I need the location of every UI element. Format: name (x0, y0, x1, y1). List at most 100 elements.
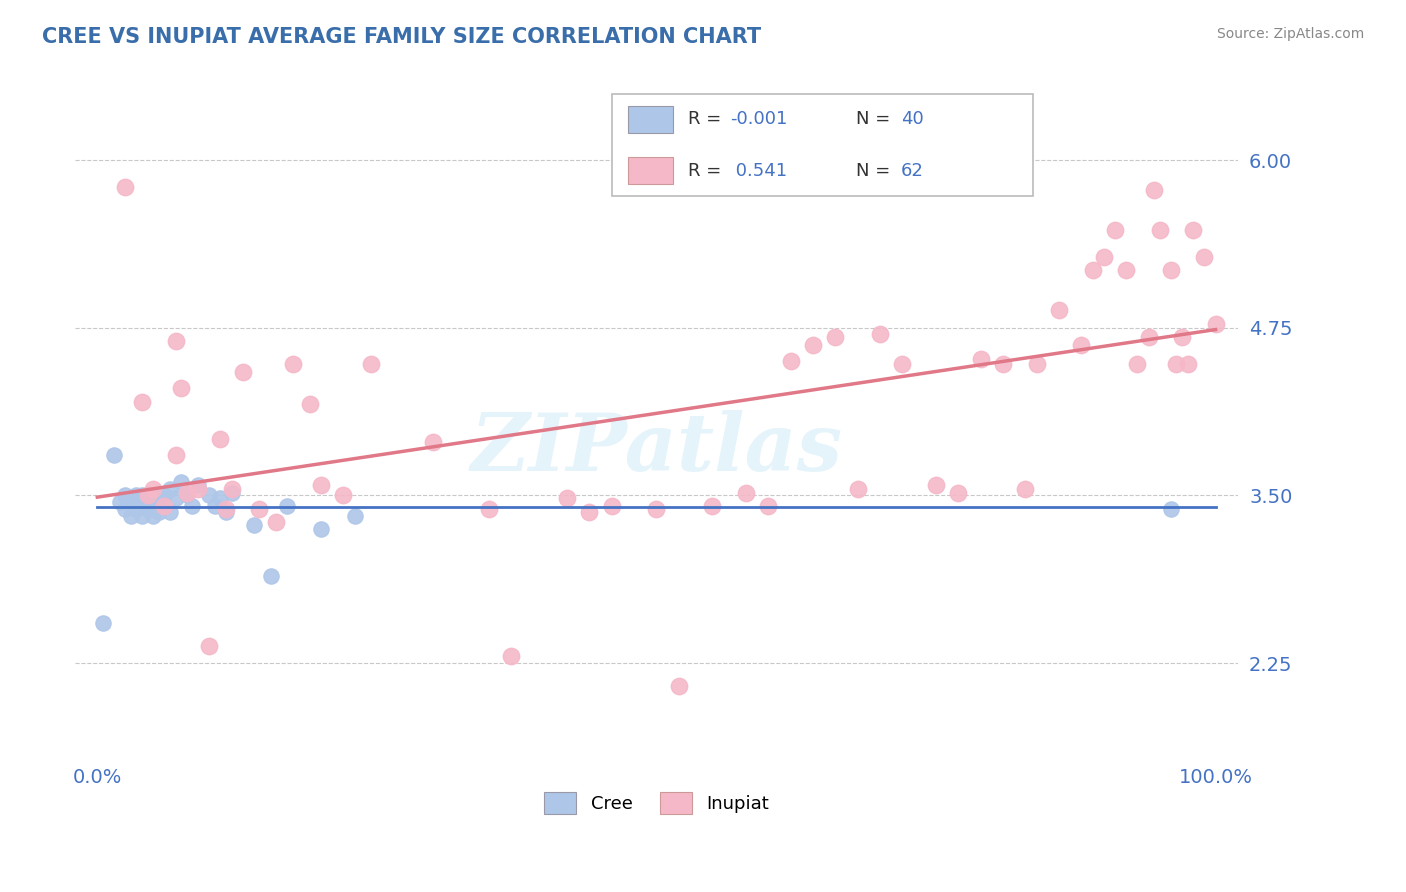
Text: ZIPatlas: ZIPatlas (471, 409, 842, 487)
Point (991, 357, 1014, 371)
Point (668, 679, 690, 693)
Point (142, 488, 165, 502)
Point (756, 499, 779, 513)
Point (249, 501, 271, 516)
Point (645, 501, 668, 516)
Point (1137, 330, 1160, 344)
Point (1194, 250, 1216, 264)
Point (264, 515, 287, 529)
Point (170, 381, 193, 395)
Text: R =: R = (688, 161, 727, 179)
Point (120, 508, 142, 523)
Point (501, 649, 523, 664)
Point (1025, 357, 1047, 371)
Point (1081, 263, 1104, 277)
Point (925, 477, 948, 491)
Point (131, 508, 153, 523)
Point (159, 504, 181, 518)
Point (555, 491, 578, 505)
Point (309, 477, 332, 491)
Point (243, 517, 266, 532)
Point (478, 501, 501, 516)
Text: N =: N = (856, 111, 896, 128)
Point (165, 491, 187, 505)
Point (298, 397, 321, 411)
Point (114, 488, 136, 502)
Point (779, 354, 801, 368)
Text: 0.541: 0.541 (730, 161, 787, 179)
Point (1143, 183, 1166, 197)
Point (422, 434, 444, 449)
Point (846, 482, 869, 496)
Point (824, 330, 846, 344)
Point (1104, 223, 1126, 237)
Point (142, 482, 165, 496)
Point (187, 482, 209, 496)
Text: R =: R = (688, 111, 727, 128)
Point (1047, 303, 1070, 318)
Point (1092, 250, 1115, 264)
Point (153, 488, 176, 502)
Point (1149, 223, 1171, 237)
Point (142, 495, 165, 509)
Point (114, 501, 136, 516)
Point (131, 394, 153, 409)
Point (801, 338, 824, 352)
Point (948, 485, 970, 500)
Point (136, 488, 159, 502)
Point (209, 491, 232, 505)
Point (103, 448, 125, 462)
Point (1182, 223, 1205, 237)
Point (159, 482, 181, 496)
Point (276, 499, 298, 513)
Point (114, 180, 136, 194)
Point (332, 488, 354, 502)
Point (221, 482, 243, 496)
Point (970, 351, 993, 366)
Point (891, 357, 914, 371)
Point (148, 491, 170, 505)
Point (198, 488, 221, 502)
Point (148, 504, 170, 518)
Point (260, 569, 283, 583)
Point (142, 501, 165, 516)
Point (1177, 357, 1199, 371)
Text: 62: 62 (901, 161, 924, 179)
Point (215, 501, 238, 516)
Point (1126, 357, 1149, 371)
Point (1166, 357, 1188, 371)
Point (165, 448, 187, 462)
Point (1205, 317, 1227, 331)
Point (153, 499, 176, 513)
Point (232, 365, 254, 379)
Point (1160, 501, 1182, 516)
Point (1014, 482, 1036, 496)
Point (209, 432, 232, 446)
Point (869, 327, 891, 342)
Point (136, 501, 159, 516)
Point (735, 485, 758, 500)
Text: Source: ZipAtlas.com: Source: ZipAtlas.com (1216, 27, 1364, 41)
Point (578, 504, 600, 518)
Point (215, 504, 238, 518)
Point (198, 639, 221, 653)
Point (131, 495, 153, 509)
Point (136, 488, 159, 502)
Point (181, 499, 204, 513)
Point (1171, 330, 1194, 344)
Point (1115, 263, 1137, 277)
Point (108, 495, 131, 509)
Legend: Cree, Inupiat: Cree, Inupiat (537, 785, 776, 822)
Text: N =: N = (856, 161, 896, 179)
Point (125, 501, 148, 516)
Point (600, 499, 623, 513)
Point (281, 357, 304, 371)
Point (91, 615, 114, 630)
Point (153, 499, 176, 513)
Point (120, 495, 142, 509)
Point (1160, 263, 1182, 277)
Point (309, 522, 332, 536)
Point (702, 499, 724, 513)
Point (204, 499, 226, 513)
Point (176, 485, 198, 500)
